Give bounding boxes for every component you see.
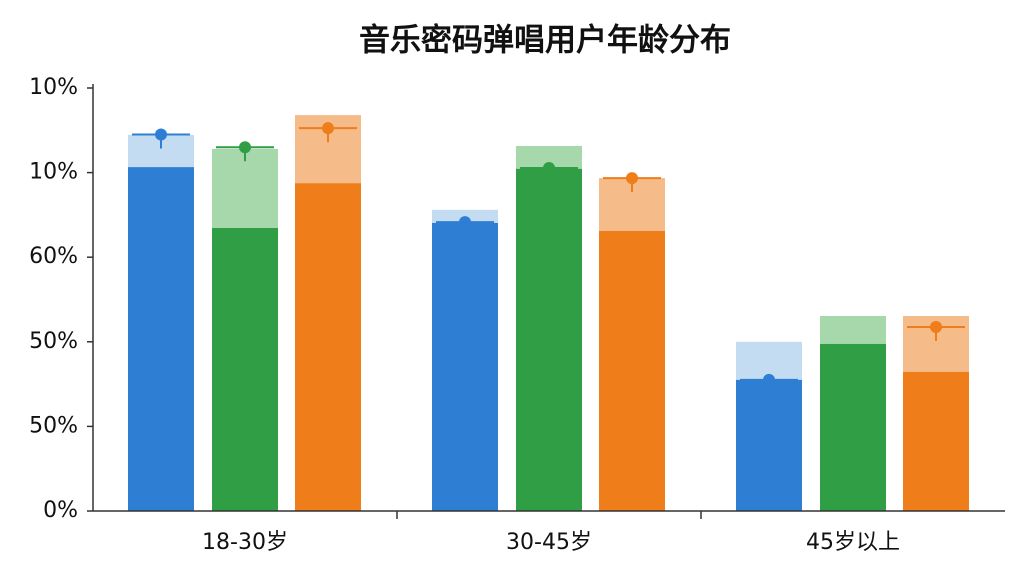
bar-upper bbox=[820, 315, 886, 344]
bar bbox=[212, 228, 278, 511]
marker-part bbox=[847, 364, 859, 377]
y-tick-label: 50% bbox=[29, 413, 78, 438]
marker bbox=[132, 128, 190, 149]
marker-part bbox=[155, 128, 167, 141]
bar bbox=[903, 371, 969, 511]
marker bbox=[740, 373, 798, 394]
marker-part bbox=[459, 216, 471, 229]
marker bbox=[436, 216, 494, 237]
marker bbox=[824, 364, 882, 385]
y-tick-label: 10% bbox=[29, 160, 78, 185]
bar bbox=[516, 168, 582, 511]
y-tick-label: 60% bbox=[29, 244, 78, 269]
x-tick-label: 30-45岁 bbox=[506, 530, 592, 555]
secondary-marker bbox=[216, 251, 274, 272]
bar bbox=[736, 379, 802, 511]
bar bbox=[128, 167, 194, 511]
x-tick-label: 45岁以上 bbox=[806, 530, 900, 555]
bar bbox=[432, 222, 498, 511]
chart-title: 音乐密码弹唱用户年龄分布 bbox=[359, 23, 731, 59]
marker-part bbox=[930, 320, 942, 333]
marker-part bbox=[763, 373, 775, 386]
marker bbox=[907, 320, 965, 341]
bar-upper bbox=[516, 145, 582, 169]
y-tick-label: 50% bbox=[29, 329, 78, 354]
marker-part bbox=[239, 141, 251, 154]
y-tick-label: 10% bbox=[29, 75, 78, 100]
bar-upper bbox=[212, 148, 278, 229]
x-tick-label: 18-30岁 bbox=[202, 530, 288, 555]
marker-part bbox=[322, 122, 334, 135]
marker bbox=[299, 122, 357, 143]
y-tick-label: 0% bbox=[43, 498, 78, 523]
bar bbox=[599, 230, 665, 511]
marker-part bbox=[543, 161, 555, 174]
bar-upper bbox=[736, 341, 802, 380]
bar bbox=[295, 183, 361, 512]
marker-part bbox=[626, 172, 638, 185]
marker bbox=[216, 141, 274, 162]
marker bbox=[603, 172, 661, 193]
secondary-marker-part bbox=[239, 251, 251, 264]
marker bbox=[520, 161, 578, 182]
